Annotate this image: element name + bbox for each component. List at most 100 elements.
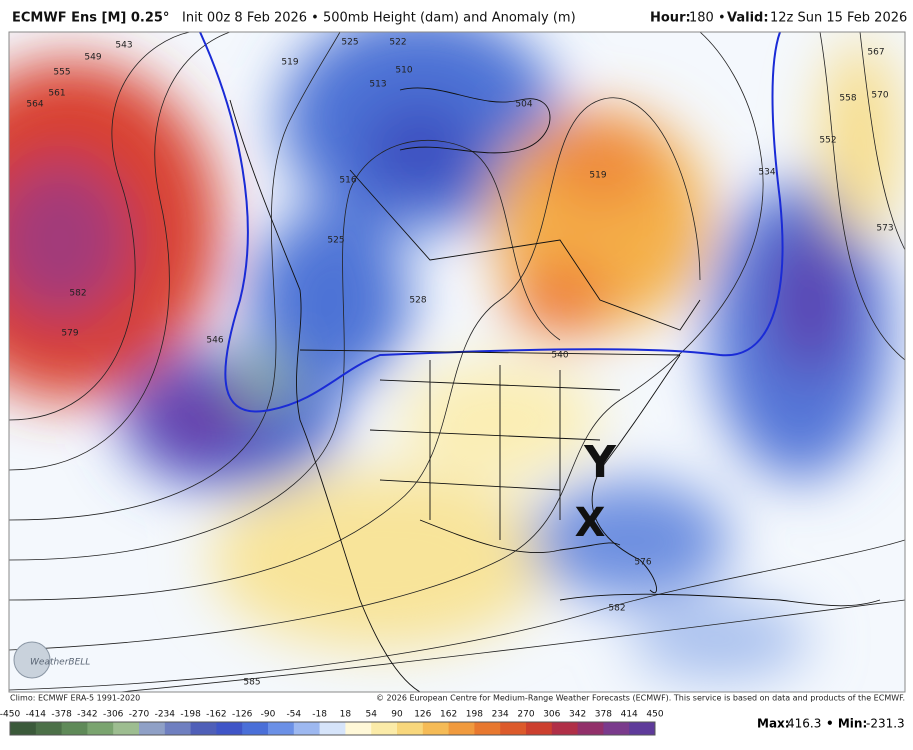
- contour-label: 516: [339, 176, 356, 186]
- colorbar-label: -450: [0, 710, 20, 720]
- min-value: -231.3: [866, 717, 905, 731]
- colorbar-label: 198: [466, 710, 483, 720]
- logo: WeatherBELL: [13, 641, 90, 679]
- model: ECMWF Ens [M] 0.25°: [12, 11, 169, 26]
- logo-text: WeatherBELL: [30, 658, 90, 668]
- contour-label: 543: [115, 41, 132, 51]
- colorbar-segment: [164, 722, 192, 735]
- hour-label: Hour:: [650, 11, 691, 26]
- colorbar-segment: [551, 722, 579, 735]
- colorbar-label: -18: [312, 710, 327, 720]
- min-label: • Min:: [826, 717, 867, 731]
- colorbar-label: -54: [286, 710, 301, 720]
- contour-label: 567: [867, 48, 884, 58]
- colorbar-segment: [500, 722, 527, 735]
- contour-label: 555: [53, 68, 70, 78]
- annotations: YX: [575, 437, 617, 546]
- colorbar-segment: [61, 722, 88, 735]
- contour-label: 540: [551, 351, 568, 361]
- contour-label: 519: [589, 171, 606, 181]
- contour-label: 552: [819, 136, 836, 146]
- colorbar-label: 54: [365, 710, 377, 720]
- contour-label: 504: [515, 100, 532, 110]
- contour-label: 534: [758, 168, 775, 178]
- contour-label: 564: [26, 100, 43, 110]
- contour-label: 585: [243, 678, 260, 688]
- map-frame: [8, 31, 906, 693]
- colorbar-label: 450: [646, 710, 663, 720]
- colorbar-segment: [242, 722, 269, 735]
- colorbar-segment: [629, 722, 656, 735]
- contour-540: [199, 32, 784, 413]
- stats: Max: 416.3 • Min: -231.3: [757, 717, 905, 731]
- colorbar-label: -162: [206, 710, 226, 720]
- colorbar-segment: [139, 722, 166, 735]
- contour-label: 582: [608, 604, 625, 614]
- contour-label: 579: [61, 329, 78, 339]
- contour-label: 576: [634, 558, 651, 568]
- annotation: X: [575, 500, 606, 546]
- colorbar-segment: [448, 722, 475, 735]
- colorbar-label: -342: [77, 710, 97, 720]
- contour-label: 513: [369, 80, 386, 90]
- colorbar-label: 162: [440, 710, 457, 720]
- colorbar-segment: [293, 722, 321, 735]
- colorbar-segment: [10, 722, 37, 735]
- colorbar-label: 90: [391, 710, 403, 720]
- colorbar-label: -126: [232, 710, 253, 720]
- description: Init 00z 8 Feb 2026 • 500mb Height (dam)…: [182, 11, 576, 26]
- colorbar: -450 -414 -378 -342 -306 -270 -234 -198 -162 -126…: [0, 710, 664, 736]
- contour-label: 570: [871, 91, 888, 101]
- colorbar-label: -414: [26, 710, 47, 720]
- contour-label: 510: [395, 66, 412, 76]
- colorbar-segment: [371, 722, 398, 735]
- colorbar-segment: [603, 722, 630, 735]
- contour-label: 525: [327, 236, 344, 246]
- colorbar-label: -378: [51, 710, 72, 720]
- colorbar-segment: [345, 722, 372, 735]
- colorbar-label: 378: [595, 710, 612, 720]
- colorbar-label: 234: [492, 710, 509, 720]
- colorbar-label: 270: [517, 710, 534, 720]
- header: ECMWF Ens [M] 0.25° Init 00z 8 Feb 2026 …: [12, 11, 907, 26]
- colorbar-segment: [268, 722, 295, 735]
- colorbar-segment: [35, 722, 63, 735]
- colorbar-label: 126: [414, 710, 431, 720]
- contour-label: 519: [281, 58, 298, 68]
- contour-labels: 543 549 555 561 564 582 579 546 525 522 519 513 510 5…: [26, 38, 893, 688]
- climo: Climo: ECMWF ERA-5 1991-2020: [10, 694, 140, 703]
- max-label: Max:: [757, 717, 790, 731]
- colorbar-label: 306: [543, 710, 560, 720]
- valid-value: 12z Sun 15 Feb 2026: [770, 11, 907, 26]
- colorbar-segment: [190, 722, 217, 735]
- contour-label: 549: [84, 53, 101, 63]
- colorbar-segment: [319, 722, 346, 735]
- colorbar-segment: [577, 722, 604, 735]
- colorbar-segment: [113, 722, 140, 735]
- contour-label: 528: [409, 296, 426, 306]
- contour-label: 558: [839, 94, 856, 104]
- max-value: 416.3: [787, 717, 821, 731]
- contour-label: 582: [69, 289, 86, 299]
- contour-label: 561: [48, 89, 65, 99]
- height-contours: [9, 32, 905, 692]
- annotation: Y: [583, 437, 617, 488]
- colorbar-label: -90: [261, 710, 276, 720]
- valid-label: Valid:: [727, 11, 769, 26]
- colorbar-segment: [526, 722, 553, 735]
- contour-label: 573: [876, 224, 893, 234]
- colorbar-label: 342: [569, 710, 586, 720]
- colorbar-label: 18: [340, 710, 352, 720]
- colorbar-segment: [87, 722, 114, 735]
- colorbar-segment: [397, 722, 424, 735]
- colorbar-label: -234: [155, 710, 176, 720]
- colorbar-segment: [216, 722, 243, 735]
- contour-label: 525: [341, 38, 358, 48]
- colorbar-label: -270: [129, 710, 150, 720]
- colorbar-segment: [474, 722, 501, 735]
- colorbar-label: -306: [103, 710, 124, 720]
- colorbar-frame: [9, 721, 656, 736]
- copyright: © 2026 European Centre for Medium-Range …: [376, 694, 905, 703]
- contour-label: 522: [389, 38, 406, 48]
